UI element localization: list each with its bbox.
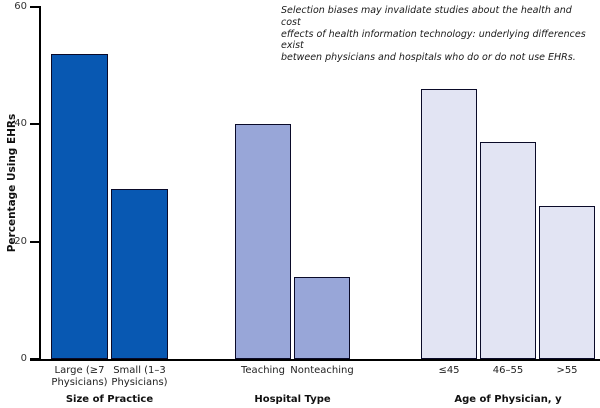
figure-annotation: Selection biases may invalidate studies …	[281, 5, 586, 64]
y-tick-label-20: 20	[14, 235, 27, 247]
y-tick-mark-60	[30, 6, 39, 8]
category-label-small-1-3-physicians: Small (1–3 Physicians)	[111, 365, 168, 388]
y-axis-title: Percentage Using EHRs	[6, 113, 18, 253]
y-axis-line	[39, 6, 41, 361]
y-tick-mark-40	[30, 123, 39, 126]
group-label-age-of-physician-y: Age of Physician, y	[454, 394, 562, 405]
bar-teaching	[235, 124, 291, 359]
y-tick-label-0: 0	[20, 353, 27, 364]
group-label-hospital-type: Hospital Type	[254, 394, 331, 405]
y-tick-label-40: 40	[14, 118, 27, 130]
y-tick-mark-0	[30, 358, 39, 360]
bar-large-7-physicians	[51, 53, 108, 359]
bar-46-55	[480, 141, 536, 359]
group-label-size-of-practice: Size of Practice	[65, 394, 154, 405]
y-tick-mark-20	[30, 240, 39, 243]
category-label-46-55: 46–55	[492, 365, 524, 376]
category-label-55: >55	[556, 365, 578, 376]
category-label-nonteaching: Nonteaching	[290, 365, 354, 376]
bar-nonteaching	[294, 276, 350, 359]
bar-55	[539, 206, 595, 359]
bar-45	[421, 89, 477, 359]
bar-small-1-3-physicians	[111, 188, 168, 359]
x-axis-line	[30, 359, 600, 361]
category-label-large-7-physicians: Large (≥7 Physicians)	[51, 365, 108, 388]
category-label-teaching: Teaching	[241, 365, 285, 376]
category-label-45: ≤45	[438, 365, 460, 376]
y-tick-label-60: 60	[14, 1, 27, 12]
